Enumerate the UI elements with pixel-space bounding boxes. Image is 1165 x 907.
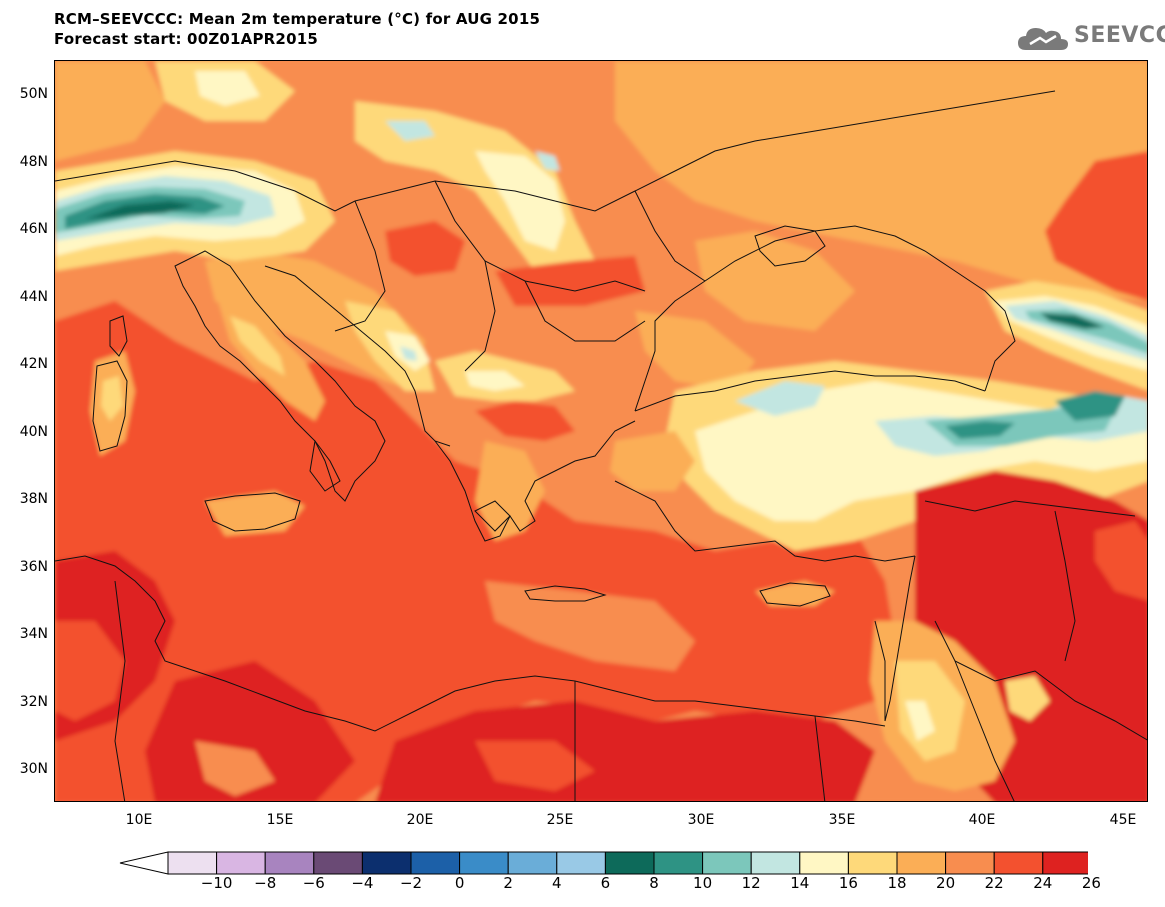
lat-label: 42N bbox=[19, 356, 48, 372]
lat-label: 32N bbox=[19, 694, 48, 710]
lon-label: 15E bbox=[266, 812, 294, 828]
colorbar-cell bbox=[264, 851, 315, 875]
colorbar-cell bbox=[702, 851, 752, 875]
colorbar-cell bbox=[313, 851, 363, 875]
colorbar-cell bbox=[799, 851, 849, 875]
colorbar-label: 8 bbox=[649, 874, 659, 892]
lon-label: 20E bbox=[406, 812, 434, 828]
lon-label: 30E bbox=[687, 812, 715, 828]
temperature-field bbox=[55, 61, 1147, 801]
lat-label: 30N bbox=[19, 761, 48, 777]
colorbar-label: 0 bbox=[454, 874, 465, 892]
colorbar-cell bbox=[750, 851, 801, 875]
lon-label: 35E bbox=[828, 812, 856, 828]
colorbar-cell bbox=[896, 851, 947, 875]
colorbar-label: 22 bbox=[984, 874, 1004, 892]
cloud-icon bbox=[1018, 28, 1068, 50]
colorbar-label: −4 bbox=[351, 874, 374, 892]
colorbar-cell bbox=[361, 851, 412, 875]
lat-label: 46N bbox=[19, 221, 48, 237]
colorbar-label: 18 bbox=[887, 874, 907, 892]
colorbar-cell bbox=[847, 851, 898, 875]
lon-label: 45E bbox=[1109, 812, 1137, 828]
colorbar-label: 26 bbox=[1081, 874, 1101, 892]
colorbar-label: 6 bbox=[600, 874, 611, 892]
colorbar-cell bbox=[167, 851, 218, 875]
lat-label: 40N bbox=[19, 424, 48, 440]
lat-label: 36N bbox=[19, 559, 48, 575]
colorbar-cell bbox=[945, 851, 995, 875]
seevccc-logo: SEEVCCC bbox=[1016, 20, 1165, 56]
colorbar-label: −8 bbox=[254, 874, 277, 892]
lon-label: 40E bbox=[968, 812, 996, 828]
lat-label: 48N bbox=[19, 154, 48, 170]
colorbar-label: 12 bbox=[741, 874, 761, 892]
colorbar-label: 16 bbox=[838, 874, 858, 892]
colorbar-cell bbox=[410, 851, 461, 875]
colorbar-label: 2 bbox=[503, 874, 513, 892]
colorbar-cell bbox=[216, 851, 266, 875]
colorbar-label: 10 bbox=[693, 874, 713, 892]
lat-label: 38N bbox=[19, 491, 48, 507]
colorbar-min-arrow bbox=[119, 851, 169, 875]
colorbar-label: 24 bbox=[1033, 874, 1053, 892]
colorbar-cell bbox=[604, 851, 655, 875]
colorbar-cell bbox=[459, 851, 509, 875]
temperature-map bbox=[54, 60, 1148, 802]
colorbar-label: 20 bbox=[936, 874, 956, 892]
lat-label: 34N bbox=[19, 626, 48, 642]
colorbar bbox=[119, 851, 1088, 875]
colorbar-cell bbox=[993, 851, 1044, 875]
lat-label: 50N bbox=[19, 86, 48, 102]
colorbar-cell bbox=[1042, 851, 1088, 875]
colorbar-label: −6 bbox=[302, 874, 325, 892]
forecast-start-subtitle: Forecast start: 00Z01APR2015 bbox=[54, 30, 318, 48]
logo-text: SEEVCCC bbox=[1074, 23, 1165, 48]
colorbar-label: 14 bbox=[790, 874, 810, 892]
colorbar-label: −2 bbox=[399, 874, 423, 892]
colorbar-cell bbox=[507, 851, 558, 875]
colorbar-label: 4 bbox=[552, 874, 562, 892]
map-title: RCM–SEEVCCC: Mean 2m temperature (°C) fo… bbox=[54, 10, 541, 28]
lon-label: 25E bbox=[546, 812, 574, 828]
colorbar-cell bbox=[556, 851, 606, 875]
colorbar-label: −10 bbox=[200, 874, 233, 892]
colorbar-cell bbox=[653, 851, 704, 875]
coastlines bbox=[55, 90, 1147, 801]
lat-label: 44N bbox=[19, 289, 48, 305]
lon-label: 10E bbox=[125, 812, 153, 828]
